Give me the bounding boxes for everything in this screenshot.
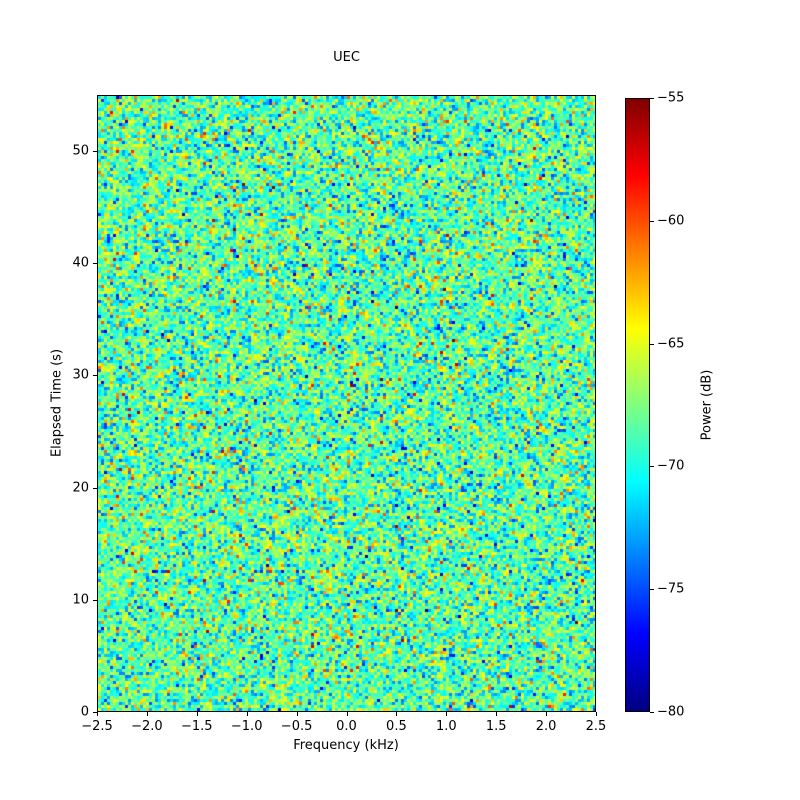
- y-tick: [93, 263, 97, 265]
- y-tick-label: 0: [80, 704, 89, 720]
- x-tick-label: −1.5: [181, 719, 213, 734]
- colorbar-tick-label: −65: [657, 336, 685, 352]
- colorbar-tick: [650, 220, 654, 222]
- x-tick-label: −2.5: [81, 719, 113, 734]
- colorbar-tick-label: −60: [657, 213, 685, 229]
- y-tick: [93, 151, 97, 153]
- y-tick-label: 50: [72, 143, 89, 159]
- x-tick: [596, 712, 597, 716]
- colorbar-gradient: [626, 99, 649, 711]
- x-tick-label: 2.5: [585, 719, 607, 734]
- x-tick-label: −2.0: [131, 719, 163, 734]
- colorbar-tick-label: −70: [657, 458, 685, 474]
- y-tick: [93, 487, 97, 489]
- x-axis-label: Frequency (kHz): [293, 738, 399, 753]
- y-tick: [93, 599, 97, 601]
- y-tick-label: 30: [72, 367, 89, 383]
- x-tick: [396, 712, 398, 716]
- colorbar-tick: [650, 98, 654, 99]
- colorbar-tick: [650, 466, 654, 468]
- x-tick-label: 0.0: [336, 719, 357, 734]
- x-tick: [97, 712, 98, 716]
- colorbar-tick: [650, 712, 654, 713]
- colorbar-label: Power (dB): [699, 369, 715, 441]
- plot-area: [97, 95, 596, 712]
- colorbar: [625, 98, 650, 712]
- y-tick: [93, 375, 97, 377]
- y-axis-label: Elapsed Time (s): [49, 348, 65, 458]
- x-tick-label: 2.0: [535, 719, 557, 734]
- x-tick: [496, 712, 498, 716]
- x-tick-label: −0.5: [280, 719, 313, 734]
- x-tick: [346, 712, 348, 716]
- x-tick: [546, 712, 548, 716]
- colorbar-tick: [650, 343, 654, 345]
- plot-title: UEC: [333, 50, 360, 65]
- x-tick: [196, 712, 198, 716]
- colorbar-tick-label: −55: [657, 90, 685, 106]
- colorbar-tick-label: −80: [657, 704, 685, 720]
- x-tick-label: 0.5: [386, 719, 407, 734]
- x-tick: [246, 712, 248, 716]
- x-tick-label: 1.0: [435, 719, 457, 734]
- x-tick: [146, 712, 148, 716]
- x-tick-label: −1.0: [230, 719, 263, 734]
- x-tick: [446, 712, 448, 716]
- y-tick-label: 20: [72, 480, 89, 496]
- x-tick: [296, 712, 298, 716]
- y-tick-label: 40: [72, 255, 89, 271]
- colorbar-tick-label: −75: [657, 581, 685, 597]
- heatmap-canvas: [98, 96, 595, 711]
- y-tick-label: 10: [72, 592, 89, 608]
- y-tick: [93, 712, 97, 713]
- colorbar-tick: [650, 589, 654, 591]
- x-tick-label: 1.5: [485, 719, 507, 734]
